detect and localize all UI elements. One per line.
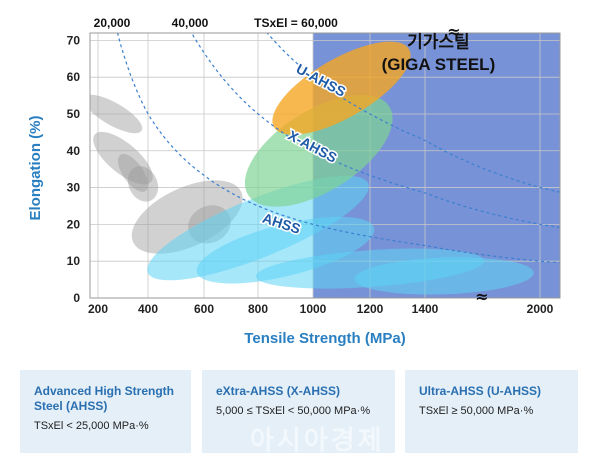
iso-curve-labels: 20,000 40,000 TSxEl = 60,000 [94, 16, 339, 30]
steel-regions [90, 41, 534, 295]
legend-ahss-title: Advanced High Strength Steel (AHSS) [34, 384, 175, 413]
iso-curve-1 [116, 33, 560, 264]
x-tick-label: 400 [138, 302, 158, 316]
region-ahss-blob [196, 216, 375, 284]
y-tick-label: 40 [67, 144, 81, 158]
x-tick-label: 2000 [527, 302, 554, 316]
region-conventional-blob [90, 94, 143, 134]
y-tick-label: 20 [67, 217, 81, 231]
region-u-ahss-blob [272, 41, 411, 135]
y-tick-label: 0 [73, 291, 80, 305]
legend-ahss: Advanced High Strength Steel (AHSS) TSxE… [20, 370, 191, 453]
x-tick-label: 1200 [357, 302, 384, 316]
plot-frame [89, 32, 561, 299]
region-x-ahss-blob [244, 94, 393, 207]
region-conventional-blob [93, 131, 153, 185]
region-conventional-blob [117, 153, 149, 192]
legend-u-ahss-desc: TSxEl ≥ 50,000 MPa·% [419, 405, 534, 417]
iso-curve-3 [266, 33, 560, 193]
legend-u-ahss: Ultra-AHSS (U-AHSS) TSxEl ≥ 50,000 MPa·% [405, 370, 578, 453]
chart-svg: 200 400 600 800 1000 1200 1400 2000 0 10 20 30 40 50… [27, 16, 561, 347]
legend-x-ahss: eXtra-AHSS (X-AHSS) 5,000 ≤ TSxEl < 50,0… [202, 370, 395, 453]
x-tick-label: 200 [88, 302, 108, 316]
iso-curve-label: TSxEl = 60,000 [254, 16, 338, 30]
iso-curve-2 [190, 33, 560, 229]
y-tick-label: 30 [67, 181, 81, 195]
region-conventional-blob [127, 166, 159, 202]
region-ahss-blob [354, 257, 534, 295]
y-tick-label: 10 [67, 254, 81, 268]
watermark: 아시아경제 [250, 425, 385, 455]
x-axis-title: Tensile Strength (MPa) [244, 330, 405, 347]
y-axis-title: Elongation (%) [27, 116, 44, 221]
axis-break-bottom: ≈ [475, 287, 488, 306]
giga-steel-korean-label: 기가스틸 [407, 32, 470, 52]
x-tick-label: 800 [248, 302, 268, 316]
y-tick-label: 60 [67, 70, 81, 84]
region-conventional-blob [131, 180, 243, 254]
legend-x-ahss-desc: 5,000 ≤ TSxEl < 50,000 MPa·% [216, 405, 371, 417]
iso-curves [116, 33, 560, 264]
iso-curve-label: 40,000 [172, 16, 209, 30]
y-tick-label: 70 [67, 33, 81, 47]
axis-break-top: ≈ [447, 22, 460, 41]
legend-ahss-desc: TSxEl < 25,000 MPa·% [34, 420, 149, 432]
region-ahss-blob [147, 175, 369, 281]
legend-u-ahss-title: Ultra-AHSS (U-AHSS) [419, 384, 542, 398]
x-tick-label: 1000 [300, 302, 327, 316]
y-tick-label: 50 [67, 107, 81, 121]
x-tick-label: 1400 [412, 302, 439, 316]
x-tick-label: 600 [194, 302, 214, 316]
legend-x-ahss-title: eXtra-AHSS (X-AHSS) [216, 384, 341, 398]
y-axis-ticks: 0 10 20 30 40 50 60 70 [67, 33, 81, 305]
giga-steel-label: (GIGA STEEL) [382, 55, 496, 74]
iso-curve-label: 20,000 [94, 16, 131, 30]
x-axis-ticks: 200 400 600 800 1000 1200 1400 2000 [88, 302, 554, 316]
